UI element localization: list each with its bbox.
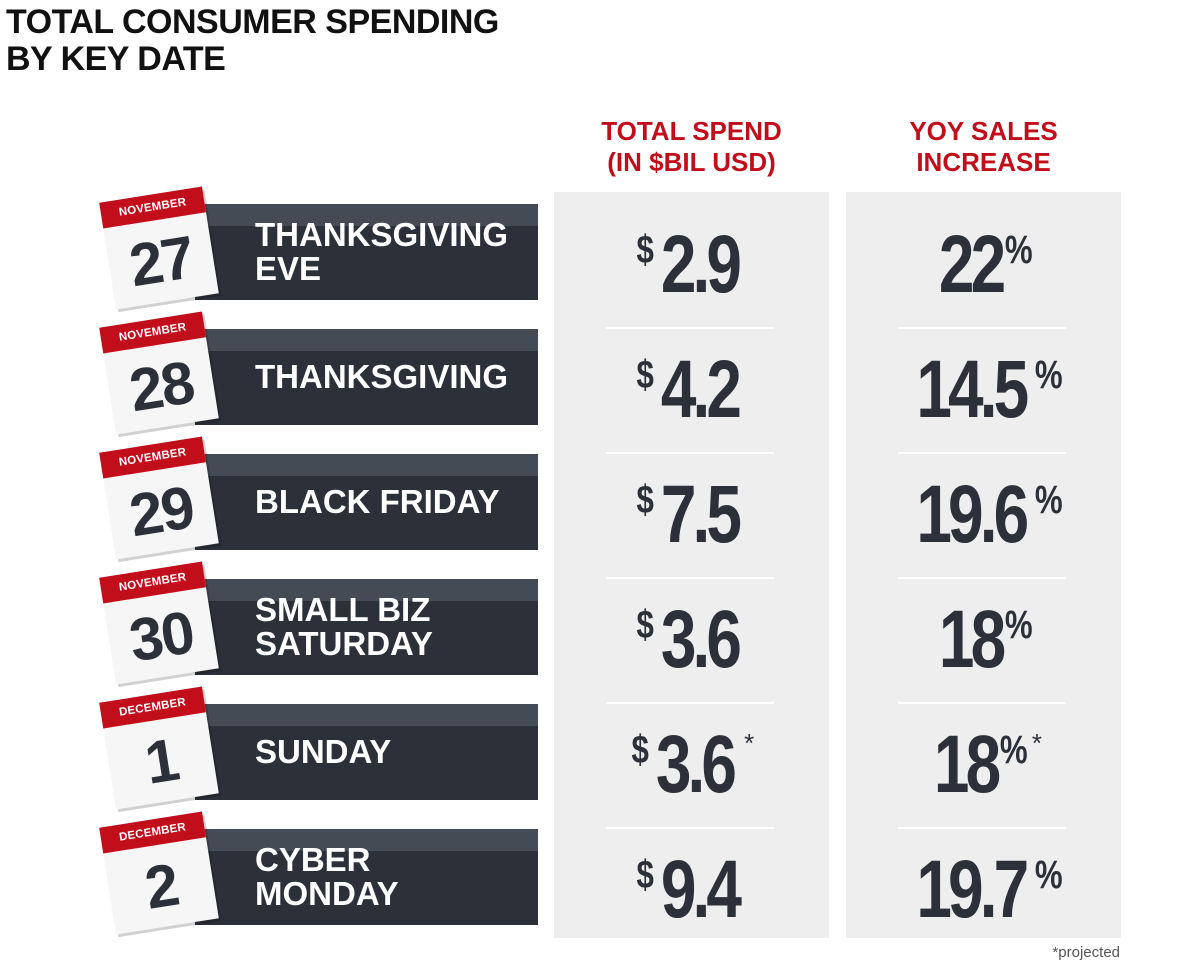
date-label-band: CYBER MONDAY <box>195 829 538 925</box>
spend-row-divider <box>606 327 774 329</box>
table-row: CYBER MONDAY DECEMBER 2 $ 9.4 19.7 % <box>0 811 1200 954</box>
chart-title: TOTAL CONSUMER SPENDING BY KEY DATE <box>6 4 499 78</box>
percent-sign: % <box>1034 353 1063 397</box>
spend-number: 9.4 <box>661 844 742 935</box>
band-highlight <box>195 329 538 351</box>
calendar-day: 2 <box>140 850 182 922</box>
dollar-sign: $ <box>636 853 654 897</box>
yoy-number: 19.6 <box>916 469 1029 560</box>
projected-asterisk: * <box>1031 728 1042 758</box>
spend-value: $ 3.6 <box>554 585 829 695</box>
percent-sign: % <box>1000 728 1028 772</box>
band-highlight <box>195 579 538 601</box>
percent-sign: % <box>1034 853 1063 897</box>
spend-number: 3.6 <box>661 594 742 685</box>
calendar-icon: NOVEMBER 28 <box>99 311 219 435</box>
spend-value: $ 3.6 * <box>554 710 829 820</box>
yoy-row-divider <box>898 577 1066 579</box>
spend-row-divider <box>606 827 774 829</box>
calendar-day: 30 <box>124 597 198 674</box>
calendar-icon: DECEMBER 2 <box>99 811 219 935</box>
yoy-row-divider <box>898 827 1066 829</box>
table-row: SUNDAY DECEMBER 1 $ 3.6 * 18 % * <box>0 686 1200 829</box>
day-label: SUNDAY <box>255 733 392 770</box>
date-label-band: SMALL BIZ SATURDAY <box>195 579 538 675</box>
spend-column-header: TOTAL SPEND (IN $BIL USD) <box>554 116 829 182</box>
yoy-value: 14.5 % <box>846 335 1121 445</box>
calendar-icon: NOVEMBER 29 <box>99 436 219 560</box>
date-label-band: THANKSGIVING <box>195 329 538 425</box>
yoy-value: 19.7 % <box>846 835 1121 945</box>
chart-title-line-2: BY KEY DATE <box>6 40 226 78</box>
spend-row-divider <box>606 452 774 454</box>
yoy-number: 22 <box>939 219 1006 310</box>
spend-number: 4.2 <box>661 344 742 435</box>
table-row: BLACK FRIDAY NOVEMBER 29 $ 7.5 19.6 % <box>0 436 1200 579</box>
date-label-band: BLACK FRIDAY <box>195 454 538 550</box>
dollar-sign: $ <box>636 353 654 397</box>
date-label-band: SUNDAY <box>195 704 538 800</box>
spend-number: 7.5 <box>661 469 742 560</box>
day-label: CYBER MONDAY <box>255 841 399 912</box>
table-row: THANKSGIVING NOVEMBER 28 $ 4.2 14.5 % <box>0 311 1200 454</box>
yoy-number: 18 <box>933 719 1001 810</box>
yoy-number: 14.5 <box>916 344 1029 435</box>
calendar-day: 29 <box>124 472 198 549</box>
spend-number: 2.9 <box>661 219 742 310</box>
yoy-header-line-1: YOY SALES <box>909 116 1058 146</box>
day-label: THANKSGIVING EVE <box>255 216 509 287</box>
table-row: SMALL BIZ SATURDAY NOVEMBER 30 $ 3.6 18 … <box>0 561 1200 704</box>
yoy-value: 18 % * <box>846 710 1121 820</box>
yoy-value: 19.6 % <box>846 460 1121 570</box>
chart-title-line-1: TOTAL CONSUMER SPENDING <box>6 3 499 41</box>
calendar-day: 27 <box>124 222 198 299</box>
spend-header-line-1: TOTAL SPEND <box>601 116 782 146</box>
day-label: BLACK FRIDAY <box>255 483 500 520</box>
band-highlight <box>195 829 538 851</box>
yoy-column-header: YOY SALES INCREASE <box>846 116 1121 182</box>
band-highlight <box>195 454 538 476</box>
spend-value: $ 2.9 <box>554 210 829 320</box>
yoy-number: 19.7 <box>916 844 1029 935</box>
spend-row-divider <box>606 702 774 704</box>
projected-asterisk: * <box>744 728 755 758</box>
yoy-row-divider <box>898 702 1066 704</box>
spend-header-line-2: (IN $BIL USD) <box>607 147 776 177</box>
calendar-icon: DECEMBER 1 <box>99 686 219 810</box>
day-label: SMALL BIZ SATURDAY <box>255 591 433 662</box>
projected-footnote: *projected <box>1052 944 1120 961</box>
yoy-header-line-2: INCREASE <box>916 147 1051 177</box>
dollar-sign: $ <box>631 728 649 772</box>
percent-sign: % <box>1034 478 1063 522</box>
calendar-icon: NOVEMBER 30 <box>99 561 219 685</box>
band-highlight <box>195 704 538 726</box>
yoy-column-background <box>846 192 1121 938</box>
dollar-sign: $ <box>636 478 654 522</box>
yoy-row-divider <box>898 452 1066 454</box>
date-label-band: THANKSGIVING EVE <box>195 204 538 300</box>
spend-value: $ 7.5 <box>554 460 829 570</box>
dollar-sign: $ <box>636 228 654 272</box>
dollar-sign: $ <box>636 603 654 647</box>
day-label: THANKSGIVING <box>255 358 509 395</box>
spend-value: $ 4.2 <box>554 335 829 445</box>
spend-number: 3.6 <box>655 719 737 810</box>
band-highlight <box>195 204 538 226</box>
yoy-number: 18 <box>939 594 1006 685</box>
percent-sign: % <box>1005 228 1033 272</box>
calendar-day: 28 <box>124 347 198 424</box>
spend-column-background <box>554 192 829 938</box>
percent-sign: % <box>1005 603 1033 647</box>
yoy-row-divider <box>898 327 1066 329</box>
spend-row-divider <box>606 577 774 579</box>
table-row: THANKSGIVING EVE NOVEMBER 27 $ 2.9 22 % <box>0 186 1200 329</box>
calendar-day: 1 <box>140 725 182 797</box>
spend-value: $ 9.4 <box>554 835 829 945</box>
yoy-value: 18 % <box>846 585 1121 695</box>
yoy-value: 22 % <box>846 210 1121 320</box>
calendar-icon: NOVEMBER 27 <box>99 186 219 310</box>
